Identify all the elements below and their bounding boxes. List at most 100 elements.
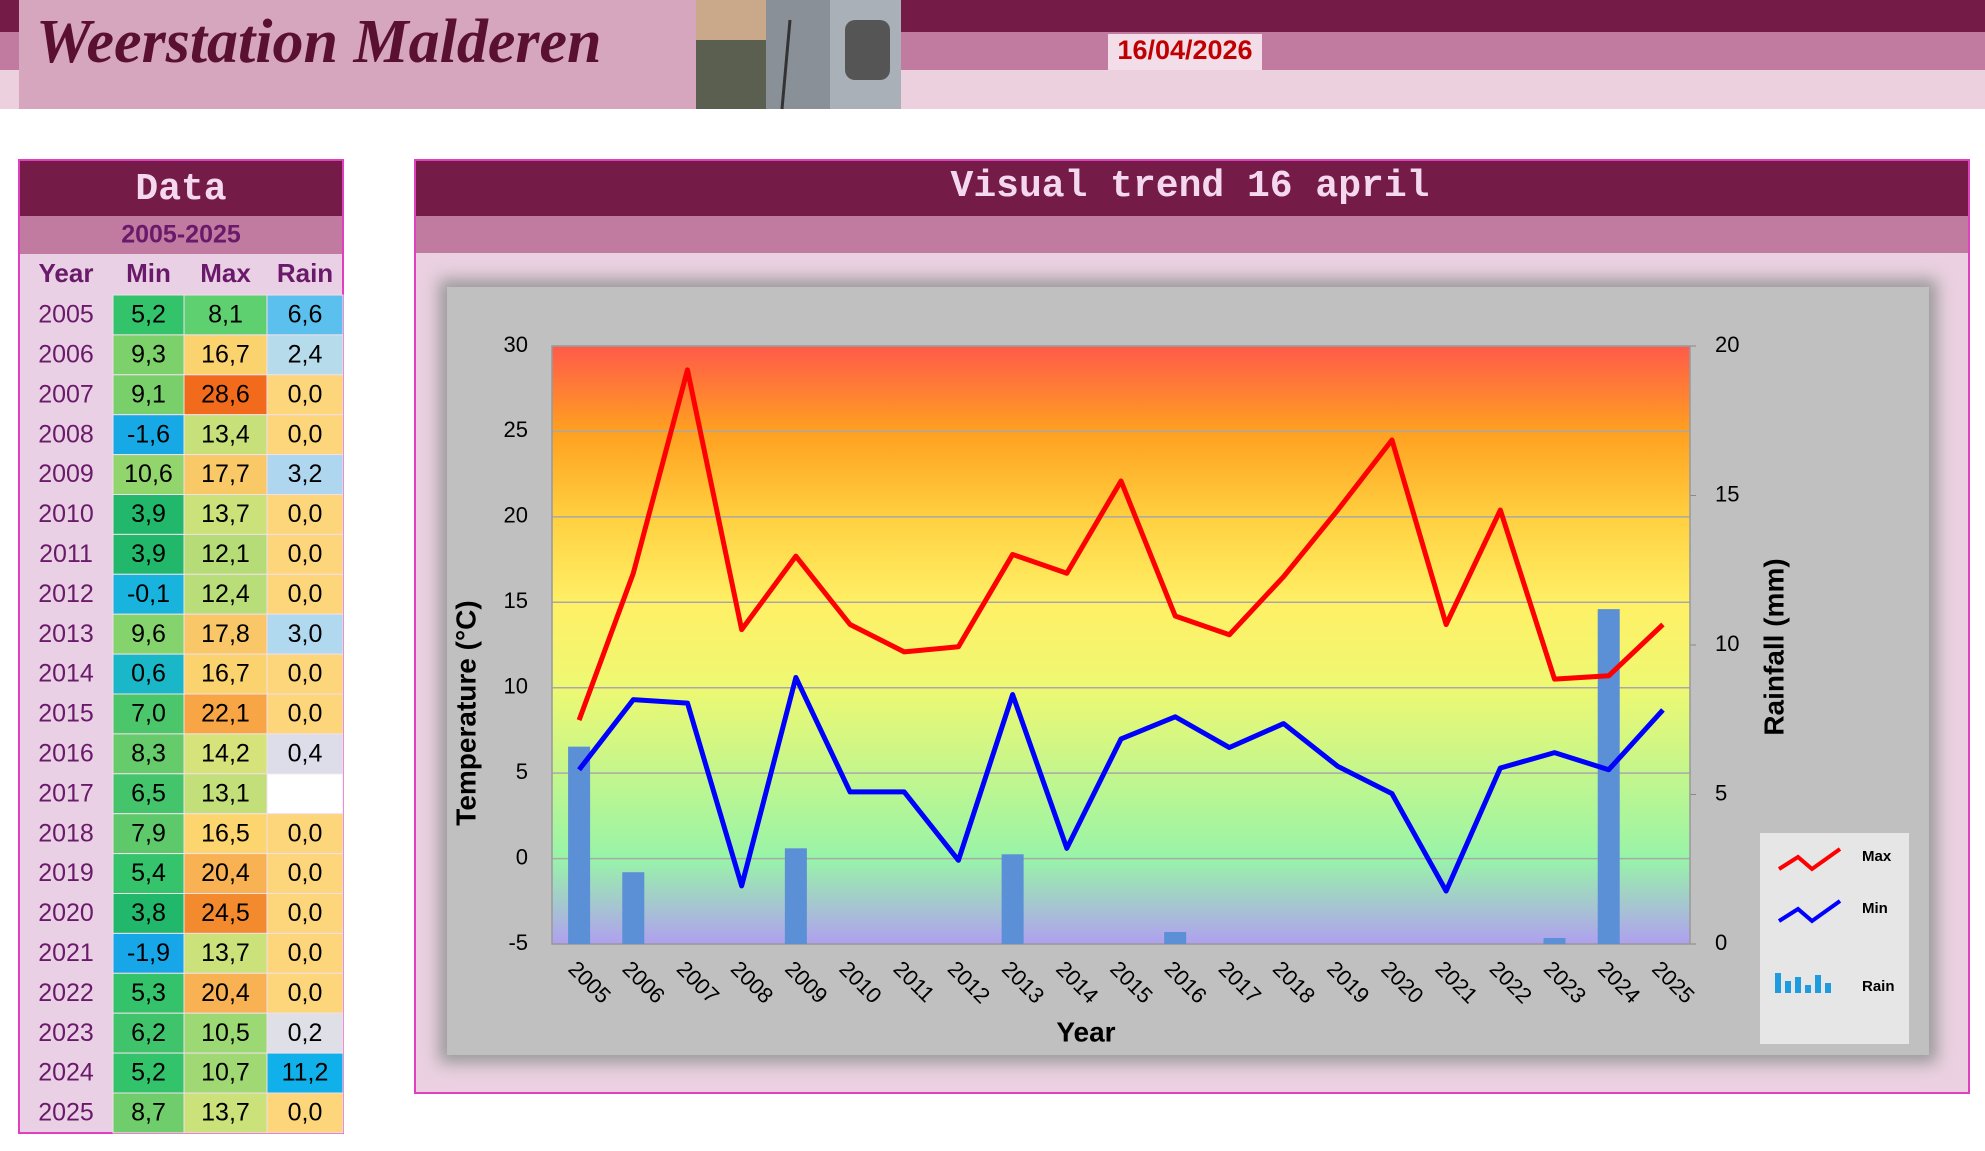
cell-bg [266, 1012, 344, 1054]
year-cell: 2014 [38, 660, 94, 688]
cell-bg [112, 454, 185, 496]
cell: 0,0 [288, 580, 323, 608]
year-cell: 2006 [38, 340, 94, 368]
table-title: Data [135, 168, 226, 211]
cell-bg [112, 374, 185, 416]
legend-icon [1825, 983, 1831, 993]
cell: 0,0 [288, 819, 323, 847]
cell-bg [183, 533, 268, 575]
cell: 11,2 [282, 1059, 329, 1087]
cell: 28,6 [201, 380, 250, 408]
legend-icon [1815, 975, 1821, 993]
column-header: Year [39, 258, 94, 288]
year-cell: 2012 [38, 580, 94, 608]
rain-bar [1164, 932, 1187, 944]
column-header: Max [200, 258, 251, 288]
year-cell: 2019 [38, 859, 94, 887]
cell-bg [183, 972, 268, 1014]
year-cell: 2022 [38, 979, 94, 1007]
cell: 7,9 [131, 819, 166, 847]
title-box [19, 0, 696, 109]
cell: 10,5 [201, 1019, 250, 1047]
year-cell: 2016 [38, 739, 94, 767]
cell-bg [266, 1092, 344, 1134]
cell-bg [266, 653, 344, 695]
cell: 5,2 [131, 1059, 166, 1087]
cell-bg [266, 813, 344, 855]
legend-icon [1785, 981, 1791, 993]
cell-bg [183, 733, 268, 775]
cell: 13,1 [201, 779, 250, 807]
cell: 10,6 [124, 460, 173, 488]
cell: 0,2 [288, 1019, 323, 1047]
cell: 0,0 [288, 420, 323, 448]
cell: 3,9 [131, 500, 166, 528]
cell-bg [112, 932, 185, 974]
cell: 24,5 [201, 899, 250, 927]
series-line [577, 674, 1665, 894]
year-cell: 2018 [38, 819, 94, 847]
table-subtitle-band [20, 216, 342, 254]
cell-bg [183, 1092, 268, 1134]
cell-bg [112, 733, 185, 775]
cell-bg [183, 613, 268, 655]
cell-bg [266, 853, 344, 894]
cell: 17,7 [201, 460, 250, 488]
cell: 5,2 [131, 301, 166, 329]
cell: 0,0 [288, 660, 323, 688]
plot-border [551, 345, 1691, 945]
cell: 0,6 [131, 660, 166, 688]
cell: 8,1 [208, 301, 243, 329]
cell-bg [183, 494, 268, 535]
cell: 0,0 [288, 380, 323, 408]
cell: 13,4 [201, 420, 250, 448]
cell: 20,4 [201, 979, 250, 1007]
y-tick-label: 20 [504, 503, 528, 528]
y2-tick-label: 0 [1715, 930, 1727, 955]
cell: 10,7 [201, 1059, 250, 1087]
cell: 14,2 [201, 739, 250, 767]
cell: 22,1 [201, 700, 250, 728]
year-cell: 2007 [38, 380, 94, 408]
cell-bg [183, 573, 268, 615]
cell-bg [112, 414, 185, 456]
cell-bg [183, 893, 268, 934]
rain-bar [1597, 609, 1620, 944]
year-cell: 2010 [38, 500, 94, 528]
cell-bg [266, 1052, 344, 1094]
y2-tick-label: 10 [1715, 631, 1739, 656]
cell: 0,0 [288, 700, 323, 728]
cell: 3,2 [288, 460, 323, 488]
cell: 13,7 [201, 1099, 250, 1127]
legend-icon [1795, 977, 1801, 993]
cell: 0,0 [288, 939, 323, 967]
series-line [576, 367, 1665, 722]
cell: 0,0 [288, 979, 323, 1007]
cell-bg [266, 932, 344, 974]
cell: 0,0 [288, 899, 323, 927]
cell-bg [266, 494, 344, 535]
legend-icon [1777, 899, 1842, 924]
cell: -0,1 [127, 580, 170, 608]
cell: 9,3 [131, 340, 166, 368]
legend-label: Rain [1862, 978, 1895, 995]
y2-tick-label: 5 [1715, 780, 1727, 805]
cell-bg [266, 893, 344, 934]
legend-icon [1777, 847, 1842, 872]
cell: 0,0 [288, 540, 323, 568]
cell: 0,0 [288, 500, 323, 528]
cell-bg [183, 414, 268, 456]
column-header: Min [126, 258, 171, 288]
cell-bg [112, 494, 185, 535]
cell: 16,7 [201, 660, 250, 688]
rain-bar [1001, 854, 1024, 944]
y-tick-label: 15 [504, 588, 528, 613]
y-axis-title: Temperature (°C) [450, 600, 481, 825]
x-axis-title: Year [1056, 1016, 1115, 1047]
cell-bg [112, 1052, 185, 1094]
cell-bg [183, 374, 268, 416]
cell-bg [112, 334, 185, 376]
cell-bg [112, 1092, 185, 1134]
date-box [1108, 34, 1262, 70]
cell-bg [112, 693, 185, 735]
